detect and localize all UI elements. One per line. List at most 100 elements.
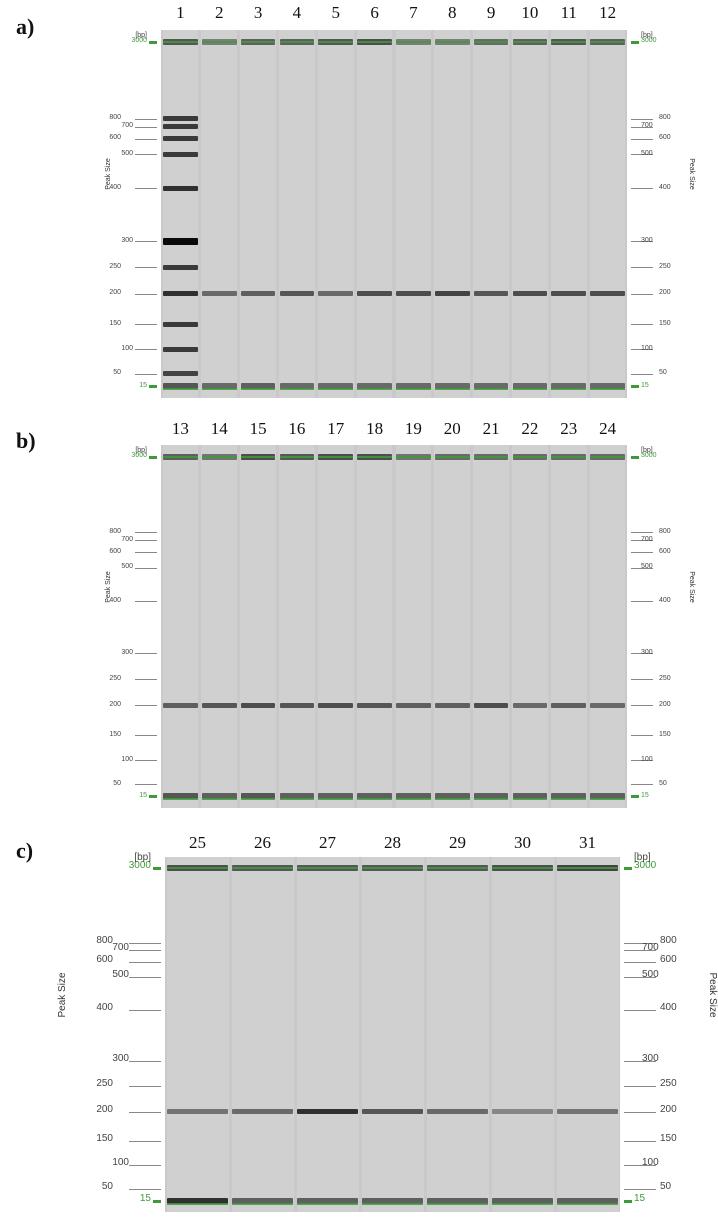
left-size-label: 15 <box>139 791 147 799</box>
left-size-label: 300 <box>112 1052 129 1064</box>
lane-number: 12 <box>599 3 617 22</box>
marker-line-3000 <box>512 40 548 43</box>
marker-line-3000 <box>427 867 488 870</box>
marker-band-15 <box>240 793 276 800</box>
right-tick-150 <box>631 735 653 737</box>
marker-line-15 <box>492 1202 553 1205</box>
left-unit-label: [bp] <box>135 446 147 454</box>
left-axis-title: Peak Size <box>57 971 68 1018</box>
dna-band-200 <box>362 1109 423 1115</box>
left-tick-250 <box>129 1085 161 1087</box>
marker-line-15 <box>434 388 470 391</box>
dna-band-250 <box>163 264 198 270</box>
left-tick-100 <box>135 760 157 762</box>
marker-band-15 <box>434 383 470 390</box>
marker-band-15 <box>396 793 431 800</box>
marker-line-15 <box>357 798 392 801</box>
dna-band-200 <box>551 702 587 708</box>
left-tick-150 <box>129 1140 161 1142</box>
marker-band-15 <box>240 383 276 390</box>
right-size-label: 3000 <box>641 37 657 45</box>
left-tick-150 <box>135 324 157 326</box>
marker-line-15 <box>201 798 237 801</box>
gel-lane <box>361 857 424 1212</box>
gel-lane <box>491 857 554 1212</box>
lane-number: 9 <box>486 3 496 22</box>
marker-line-15 <box>512 798 548 801</box>
right-size-label: 50 <box>659 369 667 377</box>
gel-lane <box>434 30 471 398</box>
marker-line-3000 <box>434 455 470 458</box>
left-size-label: 200 <box>109 700 121 708</box>
left-size-label: 3000 <box>131 452 147 460</box>
marker-line-15 <box>396 798 431 801</box>
left-tick-250 <box>135 679 157 681</box>
dna-band-200 <box>512 702 548 708</box>
marker-band-15 <box>590 383 625 390</box>
marker-band-15 <box>590 793 625 800</box>
marker-line-3000 <box>362 867 423 870</box>
dna-band-200 <box>297 1109 358 1115</box>
right-size-label: 3000 <box>634 860 657 872</box>
right-size-label: 500 <box>642 968 659 980</box>
gel-lane <box>296 857 359 1212</box>
left-tick-300 <box>135 653 157 655</box>
left-unit-label: [bp] <box>135 31 147 39</box>
marker-band-15 <box>163 793 198 800</box>
left-size-label: 150 <box>96 1132 113 1144</box>
marker-band-15 <box>396 383 431 390</box>
left-size-label: 400 <box>109 183 121 191</box>
gel-lane <box>550 445 587 808</box>
marker-line-3000 <box>163 455 198 458</box>
right-size-label: 400 <box>660 1001 677 1013</box>
left-size-label: 250 <box>109 262 121 270</box>
marker-line-15 <box>201 388 237 391</box>
marker-line-15 <box>396 388 431 391</box>
right-tick-600 <box>624 961 656 963</box>
right-tick-200 <box>624 1111 656 1113</box>
right-size-label: 400 <box>659 183 671 191</box>
dna-band-200 <box>201 702 237 708</box>
marker-line-3000 <box>240 40 276 43</box>
lane-number: 14 <box>210 419 228 438</box>
gel-lane <box>279 30 315 398</box>
right-size-label: 700 <box>641 122 653 130</box>
dna-band-700 <box>163 124 198 130</box>
gel-lane <box>426 857 489 1212</box>
right-size-label: 250 <box>659 674 671 682</box>
marker-line-3000 <box>492 867 553 870</box>
marker-line-3000 <box>167 867 228 870</box>
marker-line-15 <box>232 1202 293 1205</box>
panel-letter: b) <box>16 428 36 453</box>
left-tick-100 <box>135 349 157 351</box>
left-tick-200 <box>135 705 157 707</box>
marker-band-15 <box>297 1197 358 1204</box>
marker-line-3000 <box>279 40 315 43</box>
right-size-label: 800 <box>659 114 671 122</box>
right-size-label: 300 <box>642 1052 659 1064</box>
left-tick-3000 <box>149 455 157 459</box>
gel-lane <box>162 30 199 398</box>
dna-band-200 <box>512 291 548 297</box>
gel-lane <box>512 445 548 808</box>
left-size-label: 150 <box>109 319 121 327</box>
left-size-label: 800 <box>109 527 121 535</box>
marker-band-15 <box>357 793 392 800</box>
left-tick-500 <box>135 154 157 156</box>
left-tick-100 <box>129 1165 161 1167</box>
right-size-label: 600 <box>660 953 677 965</box>
right-unit-label: [bp] <box>634 852 651 864</box>
dna-band-200 <box>357 702 392 708</box>
gel-lane <box>589 30 626 398</box>
right-tick-100 <box>631 760 653 762</box>
right-tick-700 <box>631 126 653 128</box>
gel-image <box>161 445 627 808</box>
lane-number: 5 <box>331 3 341 22</box>
right-tick-300 <box>624 1060 656 1062</box>
left-size-label: 200 <box>109 289 121 297</box>
right-size-label: 700 <box>642 942 659 954</box>
left-tick-50 <box>135 784 157 786</box>
right-size-label: 150 <box>660 1132 677 1144</box>
